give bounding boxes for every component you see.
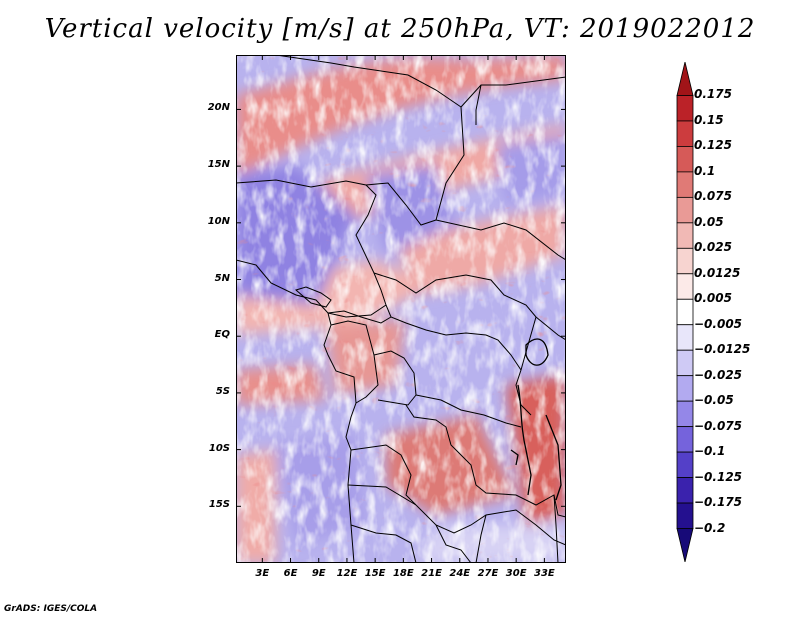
colorbar-swatch: [676, 95, 694, 122]
lon-label: 15E: [364, 568, 386, 579]
colorbar-swatch: [676, 451, 694, 478]
colorbar-level-label: 0.0125: [694, 265, 741, 280]
colorbar-level-label: −0.025: [694, 367, 743, 382]
lat-label: 5N: [214, 272, 230, 284]
colorbar-swatch: [676, 61, 694, 96]
colorbar-level-label: 0.05: [694, 214, 724, 229]
lon-label: 6E: [283, 568, 298, 579]
colorbar-swatch: [676, 171, 694, 198]
colorbar-level-label: 0.1: [694, 163, 716, 178]
colorbar-swatch: [676, 146, 694, 173]
map-field: [236, 55, 566, 563]
colorbar-swatch: [676, 196, 694, 224]
lon-label: 30E: [505, 568, 527, 579]
colorbar: [676, 61, 694, 566]
colorbar-level-label: −0.1: [694, 444, 726, 459]
colorbar-level-label: −0.075: [694, 418, 743, 433]
map-title: Vertical velocity [m/s] at 250hPa, VT: 2…: [44, 14, 756, 44]
lat-label: 10S: [208, 442, 230, 454]
field-texture-white: [236, 55, 566, 563]
colorbar-swatch: [676, 273, 694, 300]
colorbar-level-label: 0.005: [694, 291, 732, 306]
colorbar-level-label: −0.005: [694, 316, 743, 331]
colorbar-level-label: 0.15: [694, 112, 724, 127]
colorbar-level-label: 0.175: [694, 87, 732, 102]
lat-label: 15S: [208, 499, 230, 511]
colorbar-swatch: [676, 324, 694, 351]
colorbar-swatch: [676, 400, 694, 428]
colorbar-level-label: 0.075: [694, 189, 732, 204]
colorbar-swatch: [676, 247, 694, 275]
axis-ticks: [236, 55, 566, 563]
colorbar-level-label: 0.125: [694, 138, 732, 153]
colorbar-swatch: [676, 502, 694, 529]
colorbar-swatch: [676, 477, 694, 504]
colorbar-level-label: −0.0125: [694, 342, 751, 357]
colorbar-level-label: 0.025: [694, 240, 732, 255]
lon-label: 33E: [534, 568, 555, 579]
lon-label: 27E: [477, 568, 499, 579]
colorbar-swatch: [676, 426, 694, 453]
lon-label: 21E: [421, 568, 442, 579]
grads-credit: GrADS: IGES/COLA: [4, 604, 98, 614]
lat-label: 20N: [207, 102, 230, 114]
lat-label: 15N: [207, 159, 230, 171]
lon-label: 3E: [255, 568, 270, 579]
map-frame: [236, 55, 566, 563]
colorbar-swatch: [676, 298, 694, 326]
lat-label: EQ: [214, 329, 230, 341]
vertical-velocity-map: [236, 55, 566, 563]
colorbar-level-label: −0.125: [694, 469, 743, 484]
colorbar-swatch: [676, 349, 694, 377]
lon-label: 12E: [336, 568, 358, 579]
colorbar-swatch: [676, 528, 694, 563]
lakes-and-coast: [510, 338, 562, 501]
country-borders: [236, 55, 566, 563]
colorbar-level-label: −0.175: [694, 495, 743, 510]
colorbar-level-label: −0.2: [694, 520, 726, 535]
lon-label: 9E: [311, 568, 326, 579]
lon-label: 18E: [392, 568, 414, 579]
lat-label: 10N: [207, 215, 230, 227]
colorbar-bar: [676, 61, 694, 563]
colorbar-swatch: [676, 222, 694, 249]
colorbar-swatch: [676, 120, 694, 147]
lon-label: 24E: [449, 568, 471, 579]
colorbar-swatch: [676, 375, 694, 402]
lat-label: 5S: [215, 385, 230, 397]
colorbar-level-label: −0.05: [694, 393, 734, 408]
